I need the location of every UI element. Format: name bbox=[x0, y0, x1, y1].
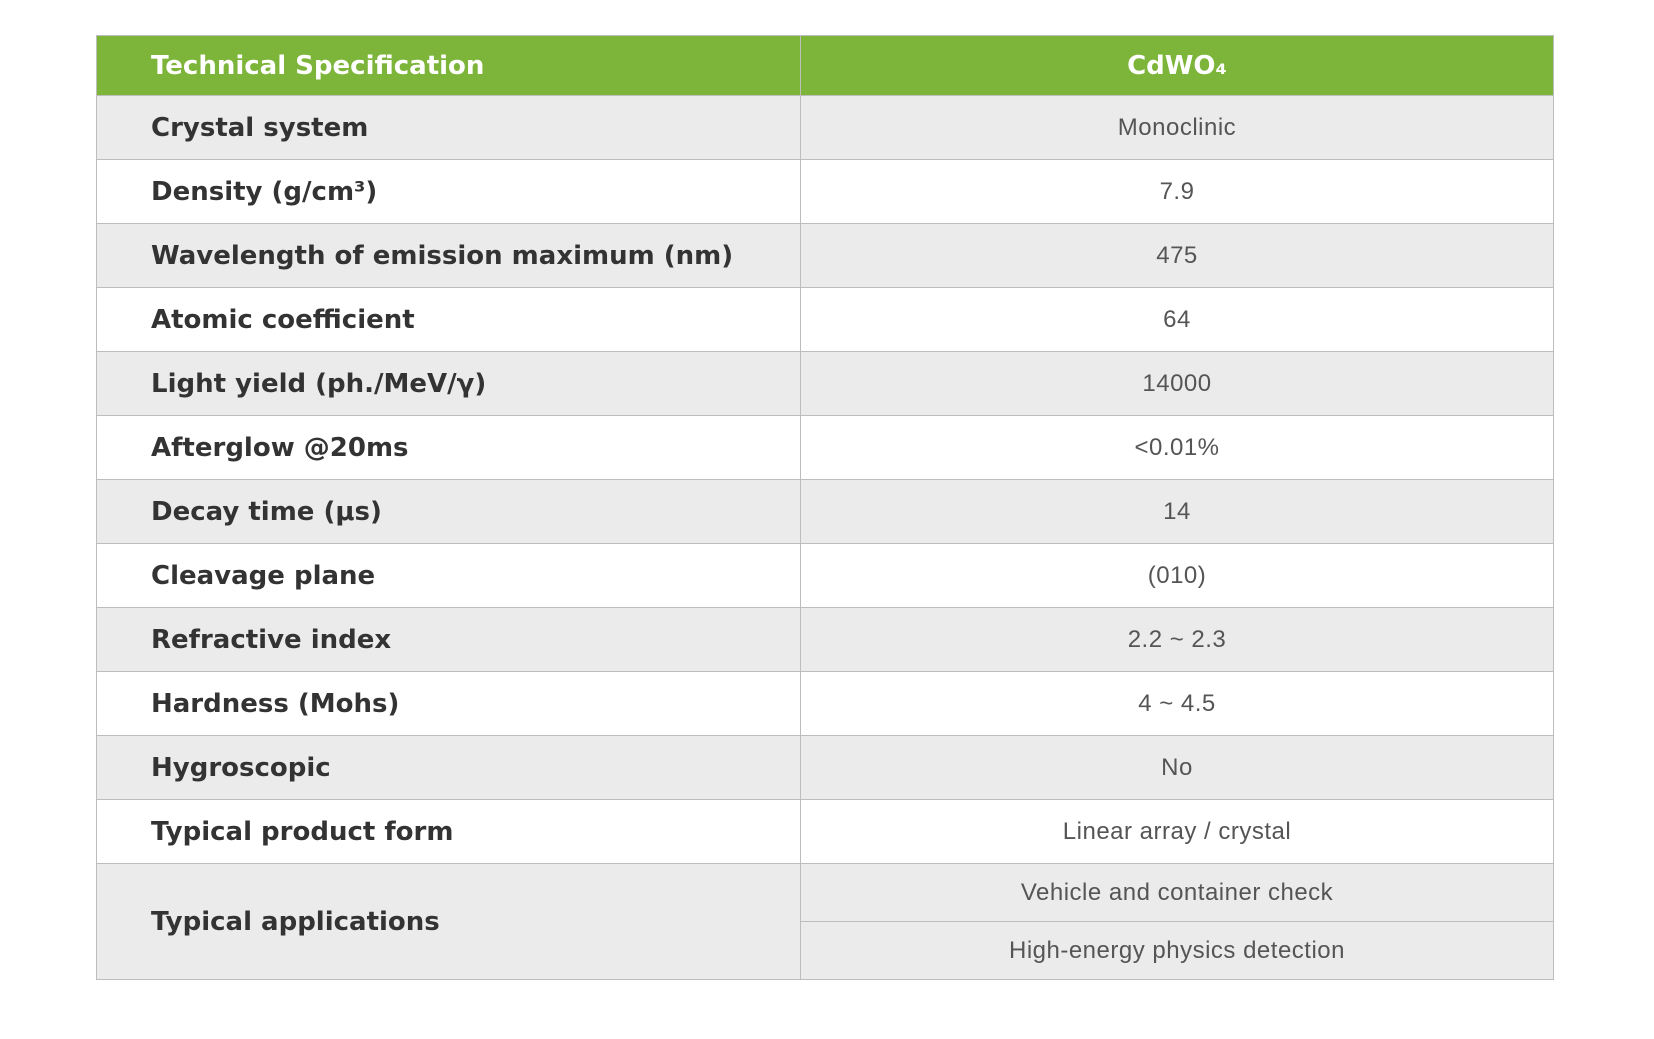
row-value: 64 bbox=[800, 287, 1554, 352]
row-value: <0.01% bbox=[800, 415, 1554, 480]
applications-label: Typical applications bbox=[96, 863, 801, 980]
table-row: Density (g/cm³) 7.9 bbox=[96, 159, 1554, 224]
table-row: Typical product form Linear array / cryst… bbox=[96, 799, 1554, 864]
table-row: Wavelength of emission maximum (nm) 475 bbox=[96, 223, 1554, 288]
table-row: Crystal system Monoclinic bbox=[96, 95, 1554, 160]
application-value: High-energy physics detection bbox=[800, 921, 1554, 980]
row-label: Hygroscopic bbox=[96, 735, 801, 800]
table-row: Atomic coefficient 64 bbox=[96, 287, 1554, 352]
table-row: Light yield (ph./MeV/γ) 14000 bbox=[96, 351, 1554, 416]
table-row: Refractive index 2.2 ~ 2.3 bbox=[96, 607, 1554, 672]
application-value: Vehicle and container check bbox=[800, 863, 1554, 922]
row-label: Light yield (ph./MeV/γ) bbox=[96, 351, 801, 416]
row-value: 4 ~ 4.5 bbox=[800, 671, 1554, 736]
row-value: (010) bbox=[800, 543, 1554, 608]
row-label: Atomic coefficient bbox=[96, 287, 801, 352]
table-row: Afterglow @20ms <0.01% bbox=[96, 415, 1554, 480]
row-label: Hardness (Mohs) bbox=[96, 671, 801, 736]
row-label: Refractive index bbox=[96, 607, 801, 672]
table-header: Technical Specification CdWO₄ bbox=[96, 35, 1554, 96]
header-spec: Technical Specification bbox=[96, 35, 801, 96]
table-row: Hardness (Mohs) 4 ~ 4.5 bbox=[96, 671, 1554, 736]
row-label: Density (g/cm³) bbox=[96, 159, 801, 224]
row-value: 14000 bbox=[800, 351, 1554, 416]
row-value: Linear array / crystal bbox=[800, 799, 1554, 864]
row-label: Typical product form bbox=[96, 799, 801, 864]
spec-table: Technical Specification CdWO₄ Crystal sy… bbox=[96, 35, 1554, 980]
applications-row: Typical applications Vehicle and contain… bbox=[96, 863, 1554, 980]
table-row: Decay time (μs) 14 bbox=[96, 479, 1554, 544]
row-value: 2.2 ~ 2.3 bbox=[800, 607, 1554, 672]
row-value: No bbox=[800, 735, 1554, 800]
table-row: Hygroscopic No bbox=[96, 735, 1554, 800]
header-material: CdWO₄ bbox=[800, 35, 1554, 96]
row-value: 14 bbox=[800, 479, 1554, 544]
row-label: Wavelength of emission maximum (nm) bbox=[96, 223, 801, 288]
table-row: Cleavage plane (010) bbox=[96, 543, 1554, 608]
row-value: 475 bbox=[800, 223, 1554, 288]
applications-row: High-energy physics detection bbox=[97, 921, 1554, 980]
row-label: Crystal system bbox=[96, 95, 801, 160]
row-label: Cleavage plane bbox=[96, 543, 801, 608]
row-label: Afterglow @20ms bbox=[96, 415, 801, 480]
row-label: Decay time (μs) bbox=[96, 479, 801, 544]
row-value: 7.9 bbox=[800, 159, 1554, 224]
row-value: Monoclinic bbox=[800, 95, 1554, 160]
